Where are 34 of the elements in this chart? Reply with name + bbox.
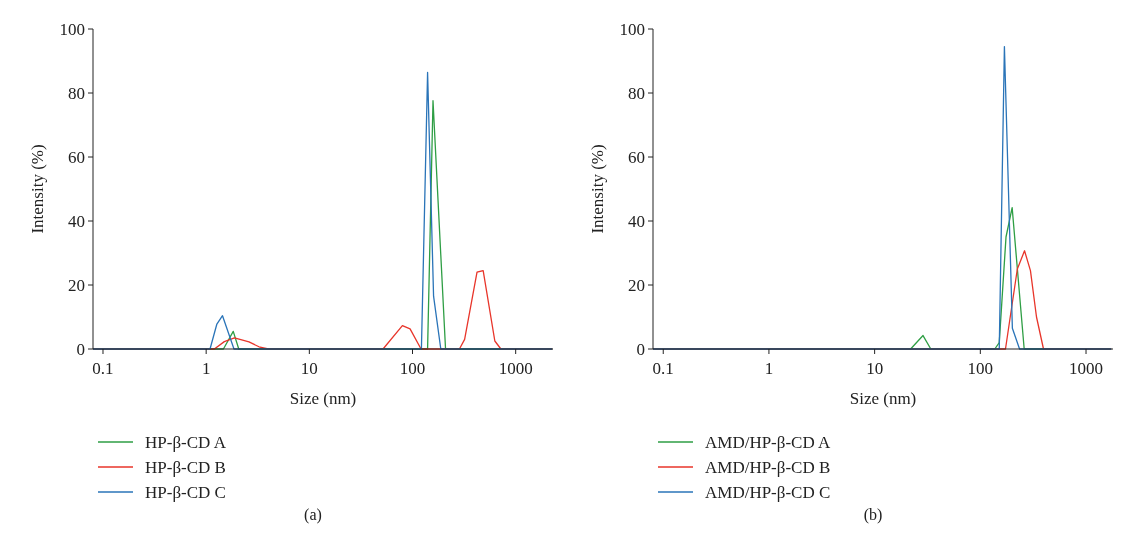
y-tick-label: 100 (619, 19, 645, 39)
y-tick-label: 60 (68, 147, 85, 167)
legend-label: HP-β-CD C (145, 482, 226, 502)
y-tick-label: 80 (628, 83, 645, 103)
text: (b) (863, 506, 883, 524)
x-tick-label: 100 (967, 359, 994, 378)
x-tick-label: 0.1 (92, 359, 114, 378)
legend-label: AMD/HP-β-CD C (705, 482, 831, 502)
legend-label: AMD/HP-β-CD B (705, 457, 831, 477)
x-tick-label: 10 (300, 359, 318, 378)
x-tick-label: 10 (866, 359, 884, 378)
legend-label: AMD/HP-β-CD A (705, 432, 832, 452)
y-tick-label: 0 (636, 339, 645, 359)
y-tick-label: 80 (68, 83, 85, 103)
x-tick-label: 0.1 (652, 359, 674, 378)
x-tick-label: 1 (764, 359, 774, 378)
x-tick-label: 1000 (498, 359, 533, 378)
y-axis-title: Intensity (%) (28, 144, 47, 234)
y-tick-label: 40 (68, 211, 85, 231)
y-tick-label: 100 (59, 19, 85, 39)
x-tick-label: 1 (201, 359, 211, 378)
legend-label: HP-β-CD B (145, 457, 226, 477)
x-tick-label: 100 (399, 359, 426, 378)
y-tick-label: 40 (628, 211, 645, 231)
x-tick-label: 1000 (1069, 359, 1104, 378)
y-tick-label: 60 (628, 147, 645, 167)
y-axis-title: Intensity (%) (588, 144, 607, 234)
y-tick-label: 20 (628, 275, 645, 295)
x-axis-title: Size (nm) (849, 389, 917, 408)
text: (a) (304, 506, 322, 524)
x-axis-title: Size (nm) (289, 389, 357, 408)
y-tick-label: 20 (68, 275, 85, 295)
legend-label: HP-β-CD A (145, 432, 227, 452)
y-tick-label: 0 (76, 339, 85, 359)
